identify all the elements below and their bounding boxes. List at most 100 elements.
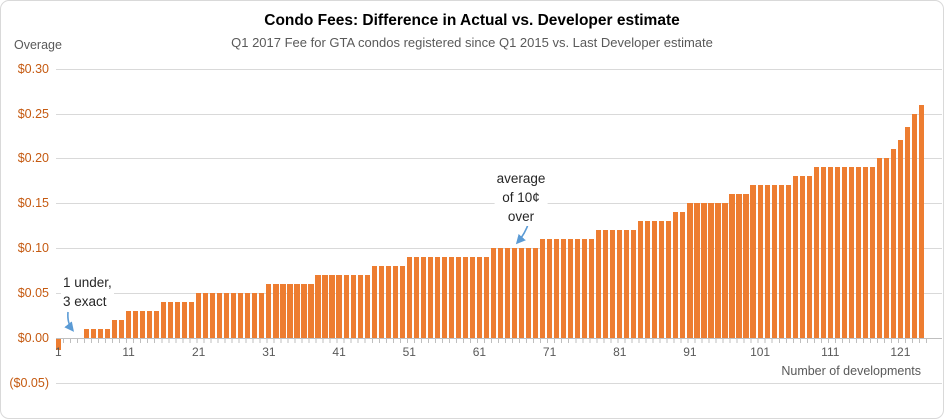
bar (511, 248, 518, 338)
bar (771, 185, 777, 338)
bar (378, 266, 384, 338)
bar (55, 339, 61, 350)
bar (182, 302, 188, 338)
bar (343, 275, 349, 338)
bar (764, 185, 770, 338)
bar (111, 320, 118, 338)
bar (132, 311, 139, 338)
x-axis-tick-marks (55, 339, 928, 343)
gridline (56, 158, 942, 160)
annotation-line: average (494, 169, 548, 188)
bar (778, 185, 784, 338)
bar (287, 284, 293, 338)
bar (722, 203, 728, 338)
bar (273, 284, 279, 338)
bar (841, 167, 847, 338)
gridline (56, 68, 942, 70)
bar (97, 329, 104, 338)
annotation-line: 3 exact (61, 292, 114, 311)
bar (476, 257, 482, 338)
x-tick-label: 101 (750, 345, 771, 359)
bar (645, 221, 651, 338)
x-tick-label: 41 (332, 345, 346, 359)
bar (196, 293, 202, 338)
bar (638, 221, 644, 338)
bar (462, 257, 468, 338)
bar (497, 248, 504, 338)
bar (546, 239, 553, 338)
bar (490, 248, 497, 338)
bar (918, 104, 925, 338)
bar (694, 203, 700, 338)
x-tick-label: 71 (542, 345, 557, 359)
bar (224, 293, 230, 338)
bar (266, 284, 272, 338)
bar (876, 158, 882, 338)
y-tick-label: $0.00 (17, 331, 49, 345)
bar (757, 185, 763, 338)
bar (617, 230, 623, 338)
x-axis-title: Number of developments (781, 364, 921, 378)
bar (147, 311, 153, 338)
bar (631, 230, 637, 338)
bar (610, 230, 616, 338)
bar (883, 158, 889, 338)
bar (203, 293, 209, 338)
bar (848, 167, 854, 338)
y-tick-label: $0.15 (17, 196, 49, 211)
bar (357, 275, 363, 338)
bar (680, 212, 686, 338)
bar (862, 167, 868, 338)
bar (371, 266, 377, 338)
bar (687, 203, 693, 338)
y-tick-label: $0.25 (17, 106, 49, 121)
bar (834, 167, 840, 338)
bar (666, 221, 672, 338)
bar (392, 266, 398, 338)
x-axis-line (56, 338, 942, 339)
bar (413, 257, 419, 338)
x-tick-label: 21 (192, 345, 206, 359)
x-tick-label: 51 (402, 345, 416, 359)
y-tick-label: ($0.05) (9, 375, 49, 390)
bar (350, 275, 356, 338)
y-tick-label: $0.20 (17, 151, 49, 166)
bar (301, 284, 307, 338)
bar (792, 176, 798, 338)
y-axis-title: Overage (14, 38, 62, 52)
bar (434, 257, 440, 338)
chart-subtitle: Q1 2017 Fee for GTA condos registered si… (231, 35, 713, 50)
bar (827, 167, 833, 338)
bar (168, 302, 174, 338)
bar (568, 239, 574, 338)
x-tick-label: 81 (613, 345, 627, 359)
bar (469, 257, 475, 338)
bar (189, 302, 195, 338)
x-tick-label: 1 (55, 345, 62, 359)
bar (175, 302, 181, 338)
annotation-line: over (494, 207, 548, 226)
bar (104, 329, 111, 338)
bar (603, 230, 609, 338)
bar (785, 185, 791, 338)
bar (455, 257, 461, 338)
bar (624, 230, 630, 338)
bar (259, 293, 265, 338)
bar (561, 239, 567, 338)
bar (518, 248, 525, 338)
bar (406, 257, 412, 338)
bar (336, 275, 342, 338)
bar (140, 311, 146, 338)
bar (652, 221, 658, 338)
bar (539, 239, 546, 338)
bar (673, 212, 679, 338)
annotation-line: of 10¢ (494, 188, 548, 207)
bar (554, 239, 560, 338)
x-tick-label: 111 (821, 345, 840, 359)
bar (575, 239, 581, 338)
x-tick-label: 91 (683, 345, 697, 359)
bar (125, 311, 132, 338)
bar (582, 239, 588, 338)
